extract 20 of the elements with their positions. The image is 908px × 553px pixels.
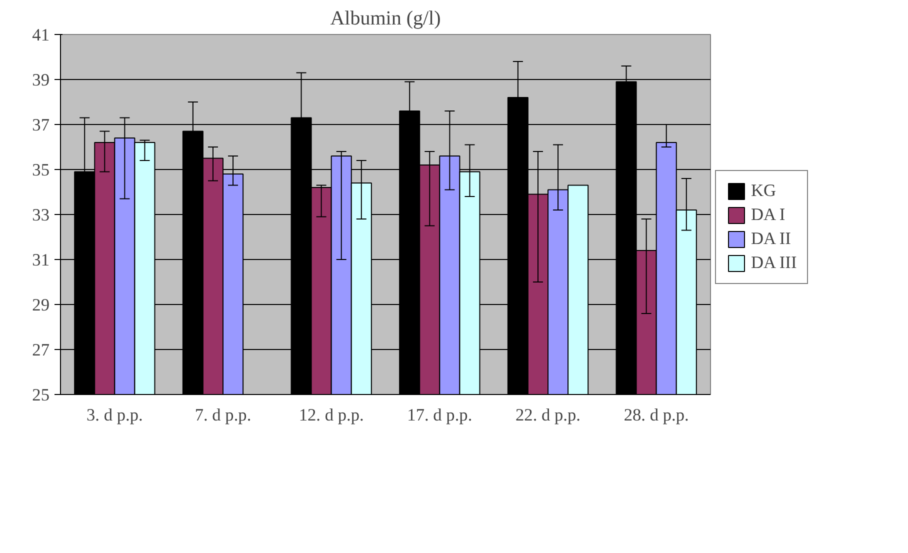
- y-tick-label: 25: [32, 386, 50, 404]
- y-tick-label: 39: [32, 70, 50, 90]
- y-tick-label: 35: [32, 160, 50, 180]
- legend-label: DA II: [751, 229, 791, 249]
- legend-label: KG: [751, 181, 776, 201]
- x-tick-label: 17. d p.p.: [407, 406, 472, 424]
- y-tick-label: 41: [32, 26, 50, 44]
- y-tick-label: 29: [32, 296, 50, 314]
- y-tick-label: 37: [32, 116, 50, 134]
- chart-title: Albumin (g/l): [330, 8, 441, 30]
- x-tick-label: 3. d p.p.: [86, 406, 143, 424]
- legend-label: DA III: [751, 253, 797, 273]
- y-tick-label: 33: [32, 206, 50, 224]
- x-tick-label: 28. d p.p.: [624, 406, 689, 424]
- x-tick-label: 7. d p.p.: [194, 406, 252, 424]
- legend-label: DA I: [751, 205, 786, 225]
- x-tick-label: 12. d p.p.: [298, 406, 364, 424]
- y-tick-label: 31: [32, 250, 50, 270]
- x-tick-label: 22. d p.p.: [516, 406, 580, 424]
- y-tick-label: 27: [32, 340, 50, 360]
